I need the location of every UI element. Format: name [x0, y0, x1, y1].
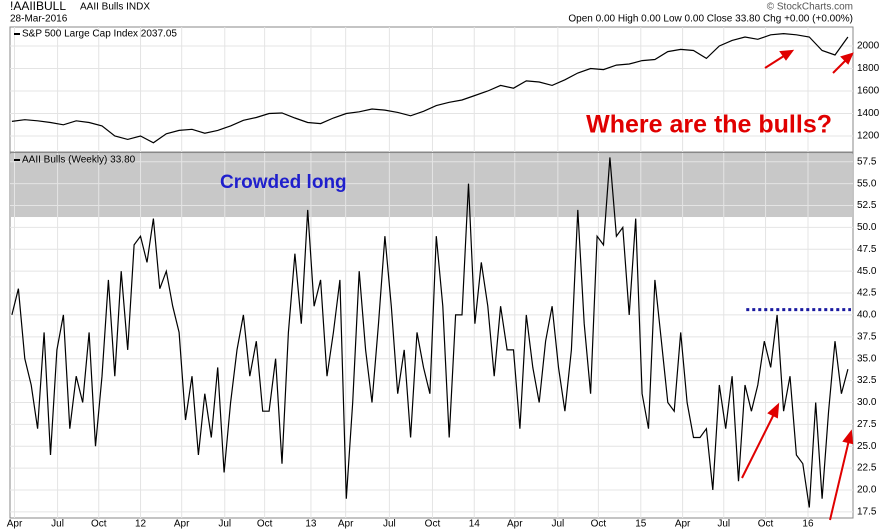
arrow-head	[842, 429, 854, 445]
quote: Open 0.00 High 0.00 Low 0.00 Close 33.80…	[568, 14, 853, 25]
y-tick-label: 50.0	[857, 222, 877, 233]
y-tick-label: 27.5	[857, 419, 877, 430]
annotation: Crowded long	[220, 172, 347, 193]
x-tick-label: Jul	[717, 519, 730, 529]
y-tick-label: 22.5	[857, 463, 877, 474]
series-line	[11, 32, 849, 144]
y-tick-label: 52.5	[857, 200, 877, 211]
credit: © StockCharts.com	[767, 2, 853, 13]
y-tick-label: 35.0	[857, 353, 877, 364]
date: 28-Mar-2016	[10, 14, 68, 25]
y-tick-label: 47.5	[857, 244, 877, 255]
x-tick-label: Apr	[338, 519, 354, 529]
x-tick-label: Oct	[758, 519, 774, 529]
y-tick-label: 25.0	[857, 441, 877, 452]
x-tick-label: 13	[305, 519, 317, 529]
arrows	[741, 49, 854, 521]
symbol-name: AAII Bulls INDX	[80, 2, 150, 13]
y-tick-label: 1400	[857, 108, 880, 119]
y-tick-label: 1800	[857, 63, 880, 74]
bottom-panel	[9, 152, 854, 519]
y-tick-label: 40.0	[857, 310, 877, 321]
arrow-head	[779, 49, 795, 61]
x-tick-label: Apr	[7, 519, 23, 529]
symbol: !AAIIBULL	[10, 0, 66, 13]
crowded-band	[11, 154, 852, 218]
y-tick-label: 57.5	[857, 156, 877, 167]
y-tick-label: 17.5	[857, 507, 877, 518]
arrow	[829, 439, 850, 521]
x-tick-label: Oct	[591, 519, 607, 529]
legend-swatch	[14, 159, 20, 161]
x-tick-label: Oct	[257, 519, 273, 529]
y-tick-label: 32.5	[857, 375, 877, 386]
arrow-head	[840, 52, 854, 65]
series-line	[11, 157, 849, 508]
x-tick-label: Apr	[675, 519, 691, 529]
x-tick-label: Jul	[551, 519, 564, 529]
y-tick-label: 2000	[857, 41, 880, 52]
y-tick-label: 45.0	[857, 266, 877, 277]
legend-label: S&P 500 Large Cap Index 2037.05	[22, 29, 177, 40]
x-tick-label: 16	[802, 519, 814, 529]
x-tick-label: Jul	[383, 519, 396, 529]
x-tick-label: Jul	[51, 519, 64, 529]
x-tick-label: Oct	[425, 519, 441, 529]
legend-label: AAII Bulls (Weekly) 33.80	[22, 155, 136, 166]
y-tick-label: 20.0	[857, 485, 877, 496]
x-tick-label: 12	[135, 519, 147, 529]
y-tick-label: 30.0	[857, 397, 877, 408]
arrow-head	[767, 402, 780, 419]
x-tick-label: Jul	[218, 519, 231, 529]
x-tick-label: Apr	[174, 519, 190, 529]
arrow	[741, 411, 776, 479]
x-tick-label: Apr	[507, 519, 523, 529]
x-tick-label: Oct	[91, 519, 107, 529]
y-tick-label: 42.5	[857, 288, 877, 299]
legend-swatch	[14, 33, 20, 35]
y-tick-label: 37.5	[857, 331, 877, 342]
top-panel	[9, 26, 854, 153]
annotation: Where are the bulls?	[586, 111, 832, 139]
x-tick-label: 14	[469, 519, 481, 529]
y-tick-label: 55.0	[857, 178, 877, 189]
y-tick-label: 1200	[857, 131, 880, 142]
x-tick-label: 15	[635, 519, 647, 529]
y-tick-label: 1600	[857, 86, 880, 97]
